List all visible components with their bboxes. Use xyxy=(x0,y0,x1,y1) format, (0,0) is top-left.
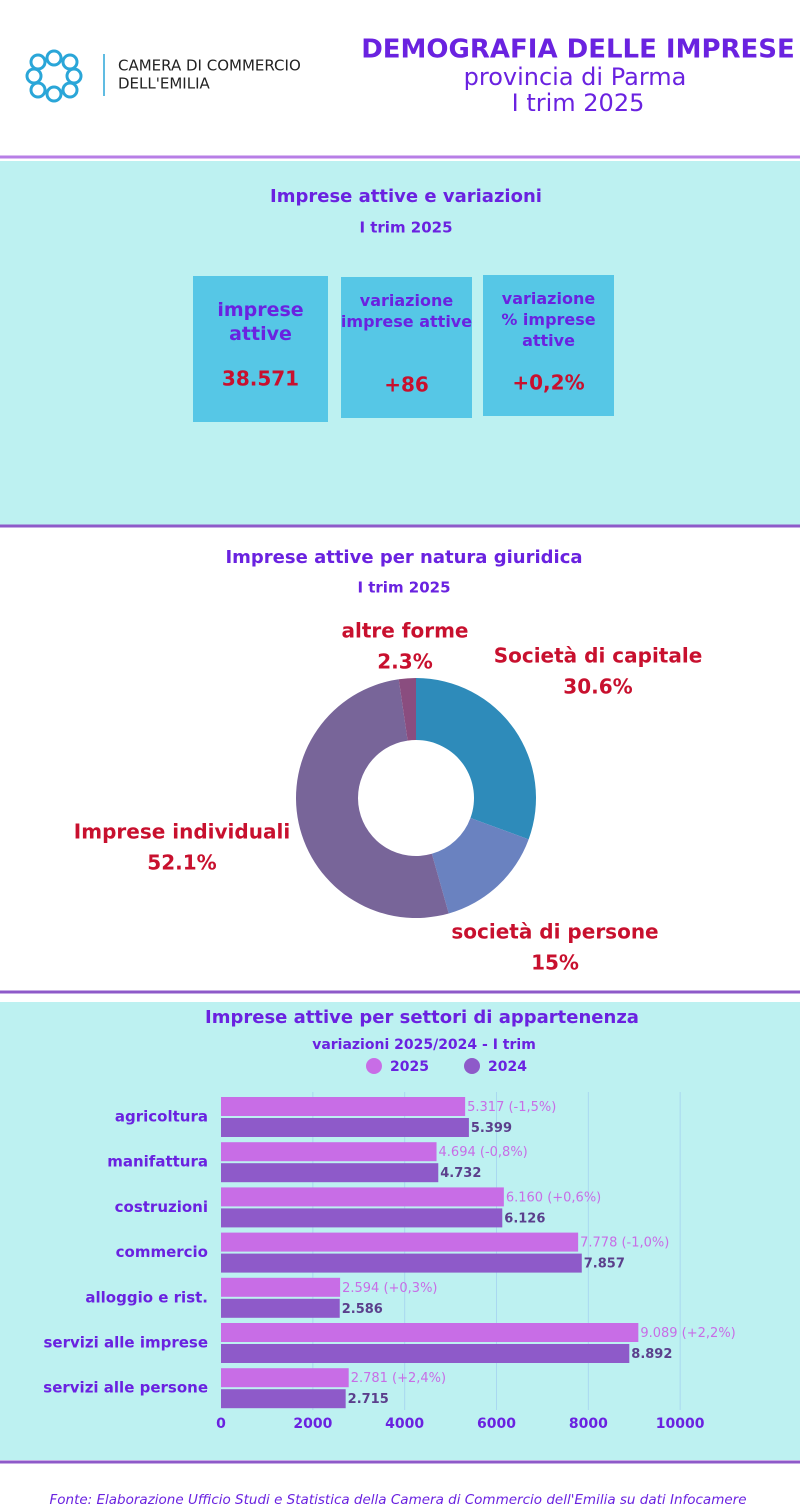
y-tick-label: commercio xyxy=(116,1243,208,1261)
bar xyxy=(221,1298,340,1318)
source-note: Fonte: Elaborazione Ufficio Studi e Stat… xyxy=(49,1492,746,1508)
bar xyxy=(221,1208,503,1228)
legend-marker xyxy=(464,1058,480,1074)
slice-label: società di persone xyxy=(451,920,658,944)
section-subtitle: I trim 2025 xyxy=(359,219,452,237)
y-tick-label: manifattura xyxy=(107,1153,208,1171)
value-label: 6.126 xyxy=(504,1211,545,1226)
chart-title: Imprese attive per settori di appartenen… xyxy=(205,1007,639,1028)
kpi-label: imprese attive xyxy=(217,299,303,345)
slice-value-label: 2.3% xyxy=(377,650,432,674)
x-tick-label: 2000 xyxy=(293,1416,332,1432)
section-title: Imprese attive e variazioni xyxy=(270,186,542,207)
bar xyxy=(221,1187,504,1207)
y-tick-label: alloggio e rist. xyxy=(85,1288,208,1306)
bar xyxy=(221,1277,341,1297)
bar xyxy=(221,1323,639,1342)
bar xyxy=(221,1368,349,1388)
kpi-value: +0,2% xyxy=(512,371,584,395)
logo xyxy=(25,49,83,103)
slice-label: Società di capitale xyxy=(494,644,703,668)
slice-value-label: 30.6% xyxy=(563,675,632,699)
chart-subtitle: variazioni 2025/2024 - I trim xyxy=(312,1037,536,1053)
bar xyxy=(221,1097,466,1116)
value-label: 2.781 (+2,4%) xyxy=(351,1371,446,1386)
value-label: 5.399 xyxy=(471,1121,512,1136)
bar xyxy=(221,1344,630,1363)
x-tick-label: 6000 xyxy=(477,1416,516,1432)
donut-slice xyxy=(295,679,449,919)
donut-slice xyxy=(416,678,536,840)
slice-value-label: 52.1% xyxy=(147,851,216,875)
chart-subtitle: I trim 2025 xyxy=(357,579,450,597)
bar xyxy=(221,1253,582,1273)
kpi-value: 38.571 xyxy=(222,367,299,391)
section-bg xyxy=(0,1002,800,1460)
y-tick-label: servizi alle persone xyxy=(43,1379,208,1397)
value-label: 5.317 (-1,5%) xyxy=(467,1100,556,1115)
kpi-label: variazione imprese attive xyxy=(341,291,472,331)
bar xyxy=(221,1389,346,1409)
page-subtitle: provincia di Parma xyxy=(464,63,687,91)
bar xyxy=(221,1232,579,1252)
page-title: DEMOGRAFIA DELLE IMPRESE xyxy=(361,35,795,65)
x-tick-label: 4000 xyxy=(385,1416,424,1432)
slice-label: Imprese individuali xyxy=(74,820,290,844)
x-tick-label: 0 xyxy=(216,1416,226,1432)
bar xyxy=(221,1142,437,1162)
x-tick-label: 8000 xyxy=(569,1416,608,1432)
value-label: 8.892 xyxy=(631,1347,672,1362)
legend-label: 2025 xyxy=(390,1059,429,1075)
slice-label: altre forme xyxy=(341,619,468,643)
donut-slice xyxy=(398,678,416,741)
kpi-label: variazione% imprese attive xyxy=(501,289,595,350)
slice-value-label: 15% xyxy=(531,951,579,975)
legend-marker xyxy=(366,1058,382,1074)
logo-text: DELL'EMILIA xyxy=(118,75,210,93)
y-tick-label: agricoltura xyxy=(115,1108,208,1126)
value-label: 7.857 xyxy=(584,1257,625,1272)
y-tick-label: costruzioni xyxy=(115,1198,208,1216)
value-label: 6.160 (+0,6%) xyxy=(506,1190,601,1205)
bar xyxy=(221,1163,439,1183)
value-label: 7.778 (-1,0%) xyxy=(580,1236,669,1251)
y-tick-label: servizi alle imprese xyxy=(44,1334,209,1352)
chart-title: Imprese attive per natura giuridica xyxy=(225,547,582,568)
page-subtitle: I trim 2025 xyxy=(512,89,645,117)
value-label: 9.089 (+2,2%) xyxy=(640,1326,735,1341)
value-label: 4.694 (-0,8%) xyxy=(439,1145,528,1160)
donut-slice xyxy=(431,817,529,914)
kpi-value: +86 xyxy=(384,373,429,397)
bar xyxy=(221,1118,469,1137)
x-tick-label: 10000 xyxy=(656,1416,705,1432)
value-label: 2.594 (+0,3%) xyxy=(342,1281,437,1296)
kpi-card xyxy=(483,275,614,416)
logo-text: CAMERA DI COMMERCIO xyxy=(118,57,301,75)
legend-label: 2024 xyxy=(488,1059,527,1075)
value-label: 4.732 xyxy=(440,1166,481,1181)
value-label: 2.586 xyxy=(342,1302,383,1317)
value-label: 2.715 xyxy=(348,1392,389,1407)
kpi-card xyxy=(193,276,328,422)
kpi-card xyxy=(341,277,472,418)
